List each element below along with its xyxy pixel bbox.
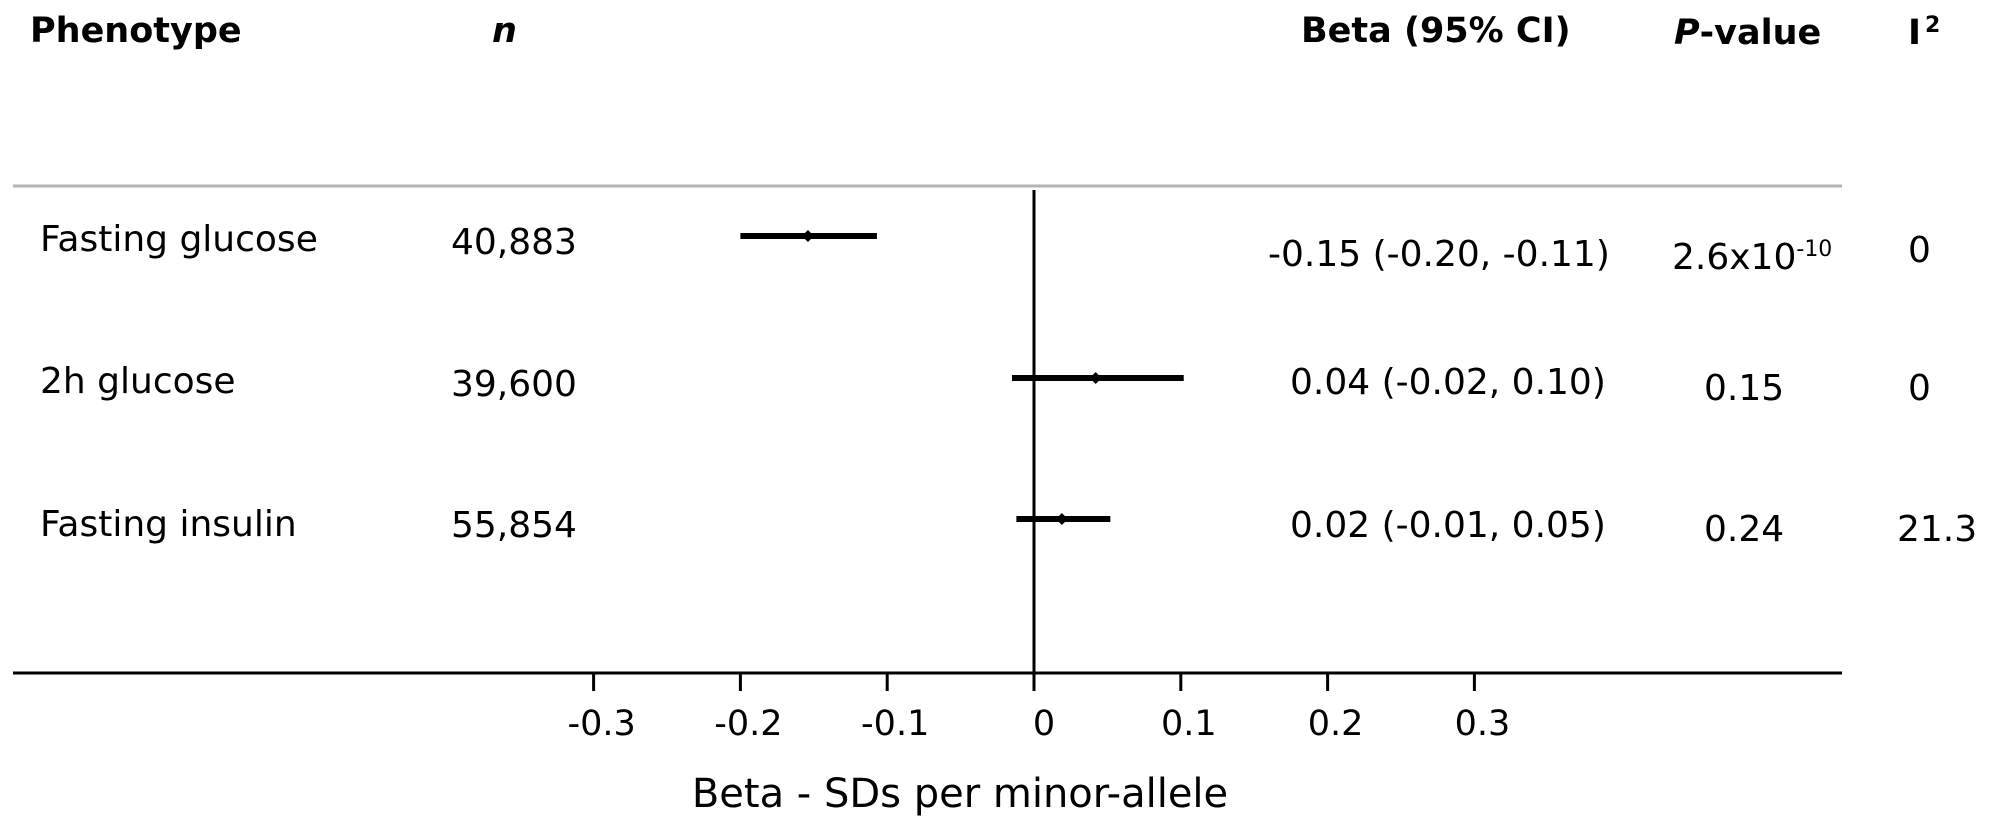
x-tick-label: 0.2: [1308, 704, 1364, 744]
row-phenotype: Fasting insulin: [40, 504, 297, 545]
table-row: Fasting glucose 40,883 -0.15 (-0.20, -0.…: [40, 219, 1931, 278]
row-n: 55,854: [451, 505, 577, 546]
row-beta-ci: -0.15 (-0.20, -0.11): [1268, 234, 1610, 275]
row-p-exponent: -10: [1796, 237, 1832, 262]
row-n: 40,883: [451, 222, 577, 263]
row-p-value: 0.15: [1704, 368, 1784, 409]
point-estimate: [1055, 513, 1068, 525]
table-row: Fasting insulin 55,854 0.02 (-0.01, 0.05…: [40, 504, 1977, 550]
x-tick-label: 0: [1033, 704, 1055, 744]
row-beta-ci: 0.02 (-0.01, 0.05): [1290, 505, 1606, 546]
row-p-base: 2.6x10: [1672, 237, 1796, 278]
row-i2: 0: [1908, 230, 1931, 271]
estimate-marks: [740, 230, 1184, 525]
table-row: 2h glucose 39,600 0.04 (-0.02, 0.10) 0.1…: [40, 361, 1931, 409]
point-estimate: [1089, 372, 1102, 384]
row-phenotype: 2h glucose: [40, 361, 236, 402]
row-i2: 0: [1908, 368, 1931, 409]
header-p-value: P-value: [1674, 13, 1821, 53]
x-tick-label: -0.3: [567, 704, 635, 744]
x-tick-label: 0.3: [1455, 704, 1511, 744]
row-i2: 21.3: [1897, 509, 1977, 550]
header-n: n: [492, 11, 517, 51]
row-p-value: 0.24: [1704, 509, 1784, 550]
header-i2-sup: 2: [1925, 13, 1940, 38]
header-beta-ci: Beta (95% CI): [1301, 11, 1571, 51]
point-estimate: [801, 230, 814, 242]
x-tick-label: -0.2: [714, 704, 782, 744]
x-axis-title: Beta - SDs per minor-allele: [692, 771, 1228, 817]
row-n: 39,600: [451, 364, 577, 405]
header-phenotype: Phenotype: [30, 11, 242, 51]
x-tick-label: 0.1: [1161, 704, 1217, 744]
header-i2-base: I: [1908, 13, 1921, 53]
row-p-base: 0.15: [1704, 368, 1784, 409]
x-axis-ticks: -0.3 -0.2 -0.1 0 0.1 0.2 0.3: [567, 673, 1510, 744]
header-p-suffix: -value: [1700, 13, 1822, 53]
row-beta-ci: 0.04 (-0.02, 0.10): [1290, 362, 1606, 403]
row-p-base: 0.24: [1704, 509, 1784, 550]
x-tick-label: -0.1: [861, 704, 929, 744]
row-phenotype: Fasting glucose: [40, 219, 318, 260]
header-p-letter: P: [1674, 13, 1700, 53]
row-p-value: 2.6x10-10: [1672, 237, 1832, 278]
